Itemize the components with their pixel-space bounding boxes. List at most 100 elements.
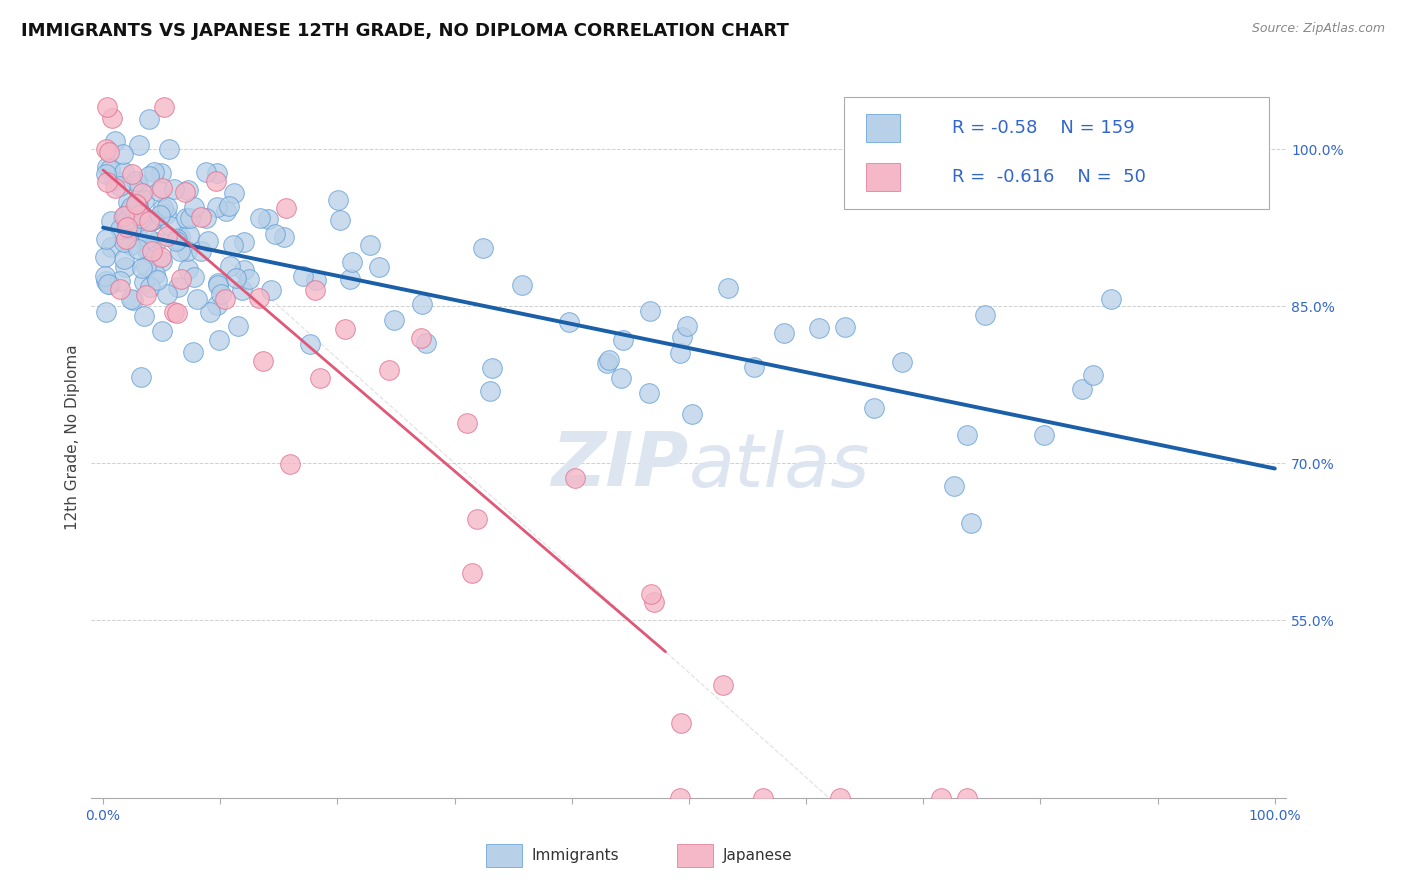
Point <box>612 333 634 347</box>
Point <box>135 260 157 274</box>
Point <box>98 277 121 292</box>
Point <box>329 213 352 227</box>
Point <box>114 260 136 274</box>
Point <box>129 369 152 384</box>
Point <box>114 220 136 235</box>
Point <box>249 211 271 226</box>
Point <box>157 142 180 156</box>
Point <box>807 321 830 335</box>
Point <box>671 329 693 343</box>
Point <box>640 304 662 318</box>
Point <box>165 234 187 248</box>
Point <box>214 292 236 306</box>
Point <box>263 227 285 241</box>
Point <box>209 286 232 301</box>
Point <box>97 277 120 291</box>
Point <box>150 324 173 338</box>
Text: IMMIGRANTS VS JAPANESE 12TH GRADE, NO DIPLOMA CORRELATION CHART: IMMIGRANTS VS JAPANESE 12TH GRADE, NO DI… <box>21 22 789 40</box>
Point <box>309 371 332 385</box>
Point <box>100 240 122 254</box>
Point <box>260 283 283 297</box>
Point <box>382 313 405 327</box>
Point <box>207 276 229 290</box>
Point <box>121 216 143 230</box>
Point <box>169 229 191 244</box>
Point <box>136 243 159 257</box>
Point <box>127 242 149 256</box>
Point <box>834 320 856 334</box>
Point <box>94 142 117 156</box>
Text: atlas: atlas <box>689 430 870 502</box>
Point <box>96 176 118 190</box>
Point <box>415 335 437 350</box>
Point <box>669 715 692 730</box>
Point <box>218 199 240 213</box>
Point <box>146 273 169 287</box>
Point <box>177 227 200 242</box>
Point <box>186 292 208 306</box>
Point <box>564 471 586 485</box>
Point <box>222 186 245 200</box>
Point <box>640 587 662 601</box>
Point <box>183 200 205 214</box>
Text: R =  -0.616    N =  50: R = -0.616 N = 50 <box>952 168 1146 186</box>
Point <box>153 100 176 114</box>
Point <box>112 211 135 225</box>
Point <box>118 204 141 219</box>
Point <box>711 678 734 692</box>
Point <box>340 255 363 269</box>
Point <box>299 336 322 351</box>
Point <box>110 282 132 296</box>
Point <box>112 252 135 266</box>
Point <box>100 111 122 125</box>
Point <box>125 228 148 243</box>
Point <box>100 214 122 228</box>
Point <box>974 308 997 322</box>
Point <box>238 271 260 285</box>
Point <box>232 262 254 277</box>
Point <box>94 250 117 264</box>
Point <box>112 146 135 161</box>
Point <box>127 199 149 213</box>
Point <box>960 516 983 530</box>
Point <box>166 232 188 246</box>
Point <box>742 359 765 374</box>
Point <box>125 174 148 188</box>
Point <box>197 234 219 248</box>
Point <box>110 222 132 236</box>
Point <box>138 214 160 228</box>
Point <box>478 384 501 398</box>
Point <box>128 208 150 222</box>
Point <box>456 416 478 430</box>
Point <box>100 161 122 176</box>
Point <box>304 273 326 287</box>
Point <box>1099 292 1122 306</box>
Point <box>943 479 966 493</box>
Point <box>117 219 139 234</box>
Point <box>139 214 162 228</box>
Point <box>956 428 979 442</box>
Point <box>94 275 117 289</box>
Point <box>409 331 432 345</box>
Point <box>166 306 188 320</box>
Point <box>179 211 201 226</box>
Point <box>132 275 155 289</box>
Point <box>138 169 160 184</box>
Point <box>1071 382 1094 396</box>
Point <box>598 352 620 367</box>
Point <box>117 213 139 227</box>
Point <box>194 165 217 179</box>
Point <box>132 193 155 207</box>
Point <box>149 207 172 221</box>
Point <box>247 291 270 305</box>
FancyBboxPatch shape <box>866 114 900 142</box>
Point <box>127 177 149 191</box>
Point <box>465 512 488 526</box>
Point <box>103 172 125 186</box>
Point <box>150 250 173 264</box>
Point <box>208 333 231 347</box>
Text: R = -0.58    N = 159: R = -0.58 N = 159 <box>952 119 1135 136</box>
Point <box>681 407 703 421</box>
Point <box>138 112 160 126</box>
Point <box>226 318 249 333</box>
